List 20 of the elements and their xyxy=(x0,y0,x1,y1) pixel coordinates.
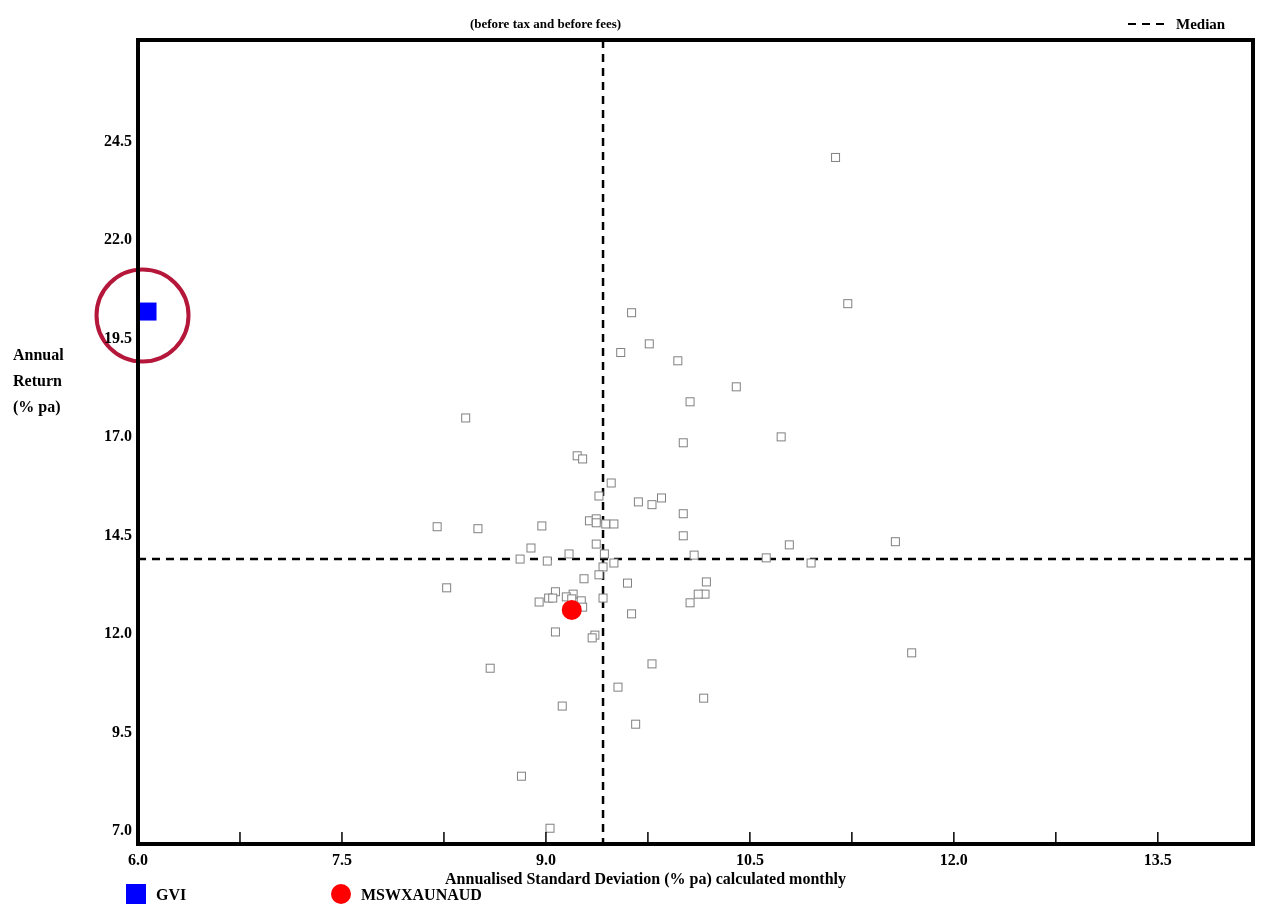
y-tick-label: 9.5 xyxy=(112,722,132,740)
x-tick-label: 7.5 xyxy=(331,851,352,868)
legend-label: GVI xyxy=(156,886,187,903)
chart-subtitle: (before tax and before fees) xyxy=(469,16,622,31)
x-axis-title: Annualised Standard Deviation (% pa) calculated monthly xyxy=(445,870,846,888)
y-axis-title: Annual Return (% pa) xyxy=(13,346,65,416)
y-tick-label: 19.5 xyxy=(104,328,132,346)
x-tick-label: 6.0 xyxy=(128,851,148,868)
y-tick-label: 24.5 xyxy=(104,131,132,149)
legend-label: Median xyxy=(1176,16,1226,32)
legend-label: MSWXAUNAUD xyxy=(361,886,482,903)
x-tick-label: 13.5 xyxy=(1143,851,1172,868)
x-tick-label: 9.0 xyxy=(535,851,556,868)
x-tick-label: 12.0 xyxy=(939,851,968,868)
x-tick-label: 10.5 xyxy=(735,851,764,868)
y-tick-label: 22.0 xyxy=(104,230,132,248)
y-tick-label: 7.0 xyxy=(112,821,132,839)
y-tick-label: 17.0 xyxy=(104,427,132,445)
y-tick-label: 14.5 xyxy=(104,525,132,543)
y-tick-label: 12.0 xyxy=(104,624,132,642)
